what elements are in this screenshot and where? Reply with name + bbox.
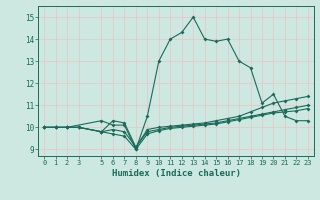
X-axis label: Humidex (Indice chaleur): Humidex (Indice chaleur) [111, 169, 241, 178]
